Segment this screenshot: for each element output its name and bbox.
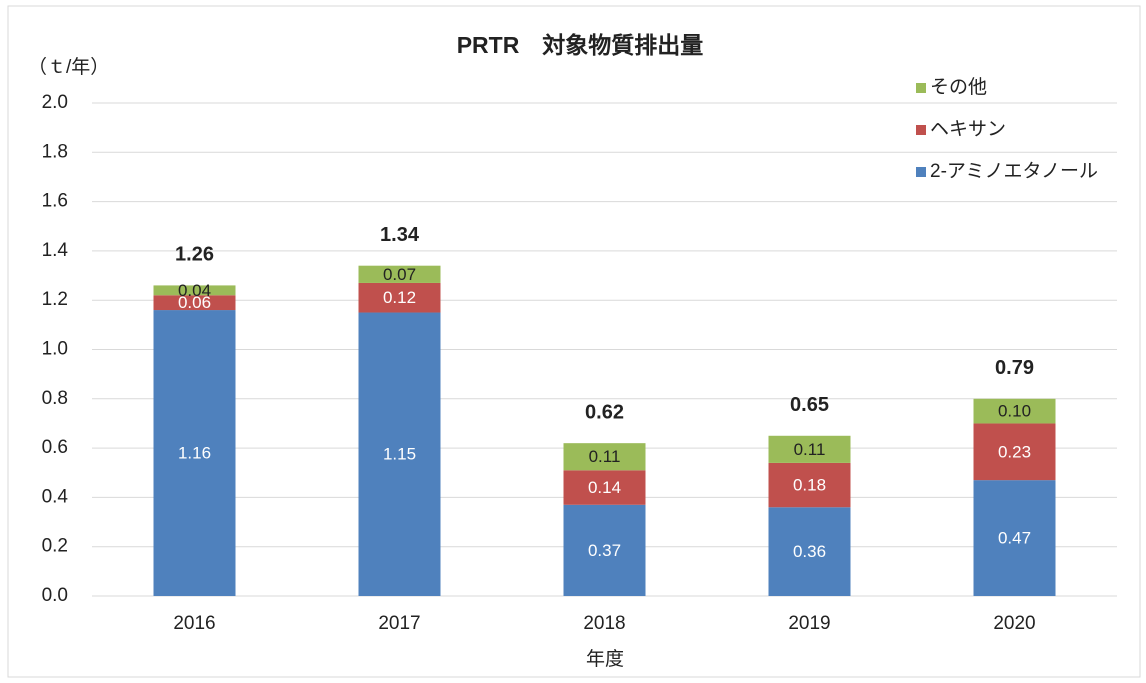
total-label: 1.26 xyxy=(175,244,214,266)
data-label: 0.07 xyxy=(383,265,416,284)
legend-label: 2-アミノエタノール xyxy=(930,160,1098,182)
bar-segment xyxy=(973,398,1056,424)
x-tick-label: 2019 xyxy=(788,613,830,634)
y-tick-label: 0.6 xyxy=(42,437,68,458)
y-tick-label: 0.0 xyxy=(42,585,68,606)
bar-segment xyxy=(768,507,851,596)
y-tick-label: 0.4 xyxy=(42,486,69,507)
legend-label: その他 xyxy=(930,76,987,98)
total-label: 0.79 xyxy=(995,357,1034,379)
bar-segment xyxy=(358,282,441,313)
data-label: 0.04 xyxy=(178,281,211,300)
y-tick-label: 1.0 xyxy=(42,339,68,360)
y-tick-label: 2.0 xyxy=(42,92,68,113)
y-tick-label: 0.8 xyxy=(42,388,68,409)
data-label: 1.15 xyxy=(383,445,416,464)
data-label: 0.36 xyxy=(793,542,826,561)
data-label: 0.37 xyxy=(588,541,621,560)
y-tick-label: 1.2 xyxy=(42,289,68,310)
x-axis-label: 年度 xyxy=(586,648,624,670)
bar-segment xyxy=(358,265,441,283)
total-label: 0.65 xyxy=(790,394,829,416)
total-label: 1.34 xyxy=(380,224,420,246)
legend-label: ヘキサン xyxy=(930,119,1006,140)
data-label: 0.14 xyxy=(588,478,621,497)
y-tick-label: 1.6 xyxy=(42,191,68,212)
y-tick-label: 0.2 xyxy=(42,536,68,557)
chart-title: PRTR 対象物質排出量 xyxy=(457,32,704,58)
data-label: 0.18 xyxy=(793,476,826,495)
bar-segment xyxy=(563,443,646,471)
y-tick-label: 1.8 xyxy=(42,141,68,162)
data-label: 0.11 xyxy=(794,440,826,459)
bar-segment xyxy=(768,462,851,508)
bar-segment xyxy=(153,310,236,596)
legend-swatch xyxy=(916,125,926,135)
x-tick-label: 2017 xyxy=(378,613,420,634)
bar-segment xyxy=(973,480,1056,596)
data-label: 0.11 xyxy=(589,447,621,466)
x-tick-label: 2020 xyxy=(993,613,1035,634)
bar-segment xyxy=(563,504,646,596)
data-label: 0.47 xyxy=(998,529,1031,548)
data-label: 0.06 xyxy=(178,293,211,312)
legend-swatch xyxy=(916,83,926,93)
total-label: 0.62 xyxy=(585,401,624,423)
data-label: 0.10 xyxy=(998,402,1031,421)
data-label: 0.12 xyxy=(383,288,416,307)
y-axis-label: （ｔ/年） xyxy=(28,56,109,78)
bar-segment xyxy=(563,470,646,505)
bar-segment xyxy=(358,312,441,596)
legend-swatch xyxy=(916,167,926,177)
y-tick-label: 1.4 xyxy=(42,240,69,261)
bar-segment xyxy=(973,423,1056,481)
data-label: 1.16 xyxy=(178,444,211,463)
bar-segment xyxy=(153,285,236,296)
x-tick-label: 2016 xyxy=(173,613,215,634)
data-label: 0.23 xyxy=(998,442,1031,461)
bar-segment xyxy=(768,435,851,463)
x-tick-label: 2018 xyxy=(583,613,625,634)
bar-segment xyxy=(153,295,236,311)
